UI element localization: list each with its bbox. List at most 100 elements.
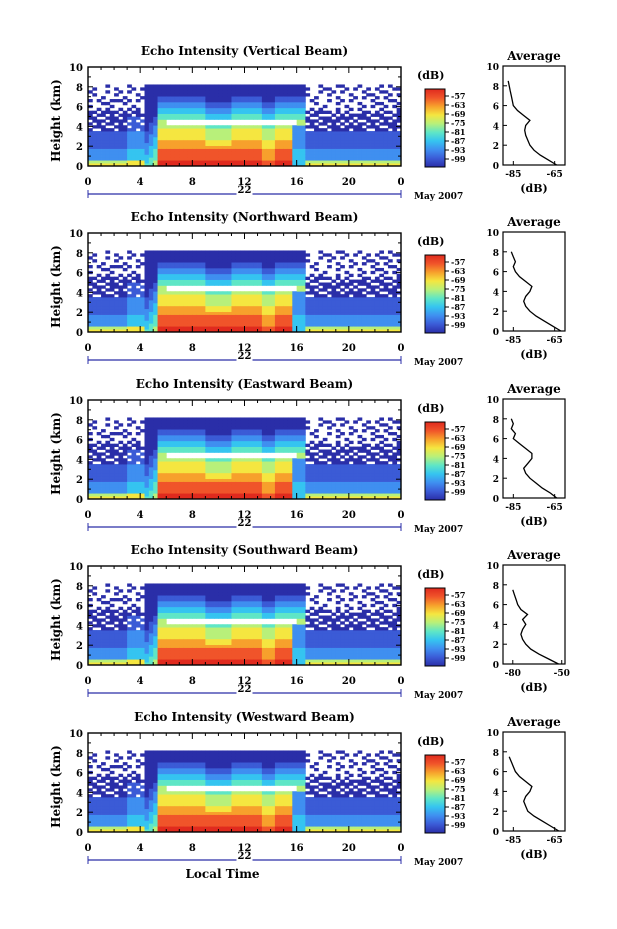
heatmap-cell xyxy=(253,417,258,421)
heatmap-cell xyxy=(105,317,111,321)
heatmap-cell xyxy=(122,452,128,456)
heatmap-cell xyxy=(392,294,398,298)
heatmap-cell xyxy=(127,423,132,427)
heatmap-cell xyxy=(240,466,245,471)
heatmap-cell xyxy=(140,125,145,129)
heatmap-cell xyxy=(292,481,298,485)
heatmap-cell xyxy=(183,154,189,158)
heatmap-cell xyxy=(370,314,376,318)
heatmap-cell xyxy=(361,104,367,109)
heatmap-cell xyxy=(396,305,402,310)
heatmap-cell xyxy=(292,434,298,439)
heatmap-cell xyxy=(287,297,293,301)
heatmap-cell xyxy=(274,136,280,141)
heatmap-cell xyxy=(379,113,385,117)
heatmap-cell xyxy=(148,267,154,272)
heatmap-cell xyxy=(140,429,145,433)
heatmap-cell xyxy=(183,113,189,117)
heatmap-cell xyxy=(327,487,332,491)
heatmap-cell xyxy=(88,305,93,310)
heatmap-cell xyxy=(244,282,250,286)
heatmap-cell xyxy=(131,128,137,132)
heatmap-cell xyxy=(135,113,141,117)
heatmap-cell xyxy=(248,253,254,257)
heatmap-cell xyxy=(261,262,267,266)
heatmap-cell xyxy=(248,461,254,465)
heatmap-cell xyxy=(222,104,228,109)
heatmap-cell xyxy=(109,487,115,491)
heatmap-cell xyxy=(322,461,328,465)
heatmap-cell xyxy=(127,490,132,494)
heatmap-cell xyxy=(387,314,393,318)
heatmap-cell xyxy=(335,461,341,465)
heatmap-cell xyxy=(387,151,393,155)
heatmap-cell xyxy=(187,434,193,439)
heatmap-cell xyxy=(296,285,302,289)
heatmap-cell xyxy=(218,157,224,161)
heatmap-cell xyxy=(166,311,171,315)
heatmap-cell xyxy=(131,323,137,327)
heatmap-cell xyxy=(96,478,102,482)
heatmap-cell xyxy=(122,329,128,333)
heatmap-cell xyxy=(209,317,215,321)
profile-x-label: (dB) xyxy=(520,182,547,195)
heatmap-cell xyxy=(353,160,358,164)
heatmap-cell xyxy=(183,329,189,333)
heatmap-cell xyxy=(257,299,263,304)
heatmap-cell xyxy=(231,434,237,439)
heatmap-cell xyxy=(322,329,328,333)
heatmap-cell xyxy=(296,297,302,301)
heatmap-cell xyxy=(214,320,219,324)
heatmap-cell xyxy=(148,154,154,158)
heatmap-cell xyxy=(348,329,354,333)
heatmap-cell xyxy=(157,288,163,292)
heatmap-cell xyxy=(366,142,371,147)
heatmap-cell xyxy=(101,101,106,106)
heatmap-cell xyxy=(231,99,237,103)
heatmap-cell xyxy=(340,299,345,304)
heatmap-cell xyxy=(292,329,298,333)
heatmap-cell xyxy=(118,452,124,456)
heatmap-cell xyxy=(270,299,276,304)
heatmap-cell xyxy=(101,125,106,129)
heatmap-cell xyxy=(348,136,354,141)
heatmap-cell xyxy=(179,464,185,468)
panel-title: Echo Intensity (Northward Beam) xyxy=(131,210,359,224)
heatmap-cell xyxy=(222,90,228,94)
heatmap-cell xyxy=(292,443,298,447)
heatmap-cell xyxy=(296,446,302,450)
heatmap-cell xyxy=(296,157,302,161)
heatmap-cell xyxy=(379,294,385,298)
heatmap-cell xyxy=(322,294,328,298)
heatmap-cell xyxy=(257,297,263,301)
heatmap-cell xyxy=(374,285,380,289)
heatmap-cell xyxy=(209,116,215,120)
heatmap-cell xyxy=(318,455,324,459)
heatmap-cell xyxy=(122,469,128,474)
heatmap-cell xyxy=(166,317,171,321)
heatmap-cell xyxy=(109,139,115,144)
heatmap-cell xyxy=(374,314,380,318)
heatmap-cell xyxy=(153,163,158,167)
heatmap-cell xyxy=(92,490,98,494)
heatmap-cell xyxy=(157,96,163,100)
heatmap-cell xyxy=(187,96,193,100)
heatmap-cell xyxy=(366,299,371,304)
heatmap-cell xyxy=(292,250,298,254)
heatmap-cell xyxy=(327,133,332,138)
heatmap-cell xyxy=(205,265,211,269)
heatmap-cell xyxy=(270,163,276,167)
heatmap-cell xyxy=(283,133,289,138)
heatmap-cell xyxy=(309,466,315,471)
heatmap-cell xyxy=(296,475,302,480)
heatmap-cell xyxy=(327,297,332,301)
heatmap-cell xyxy=(301,157,306,161)
heatmap-cell xyxy=(161,163,167,167)
heatmap-cell xyxy=(283,267,289,272)
heatmap-cell xyxy=(287,270,293,275)
heatmap-cell xyxy=(96,288,102,292)
heatmap-cell xyxy=(261,484,267,488)
heatmap-cell xyxy=(214,475,219,480)
heatmap-cell xyxy=(235,308,241,313)
heatmap-cell xyxy=(292,136,298,141)
